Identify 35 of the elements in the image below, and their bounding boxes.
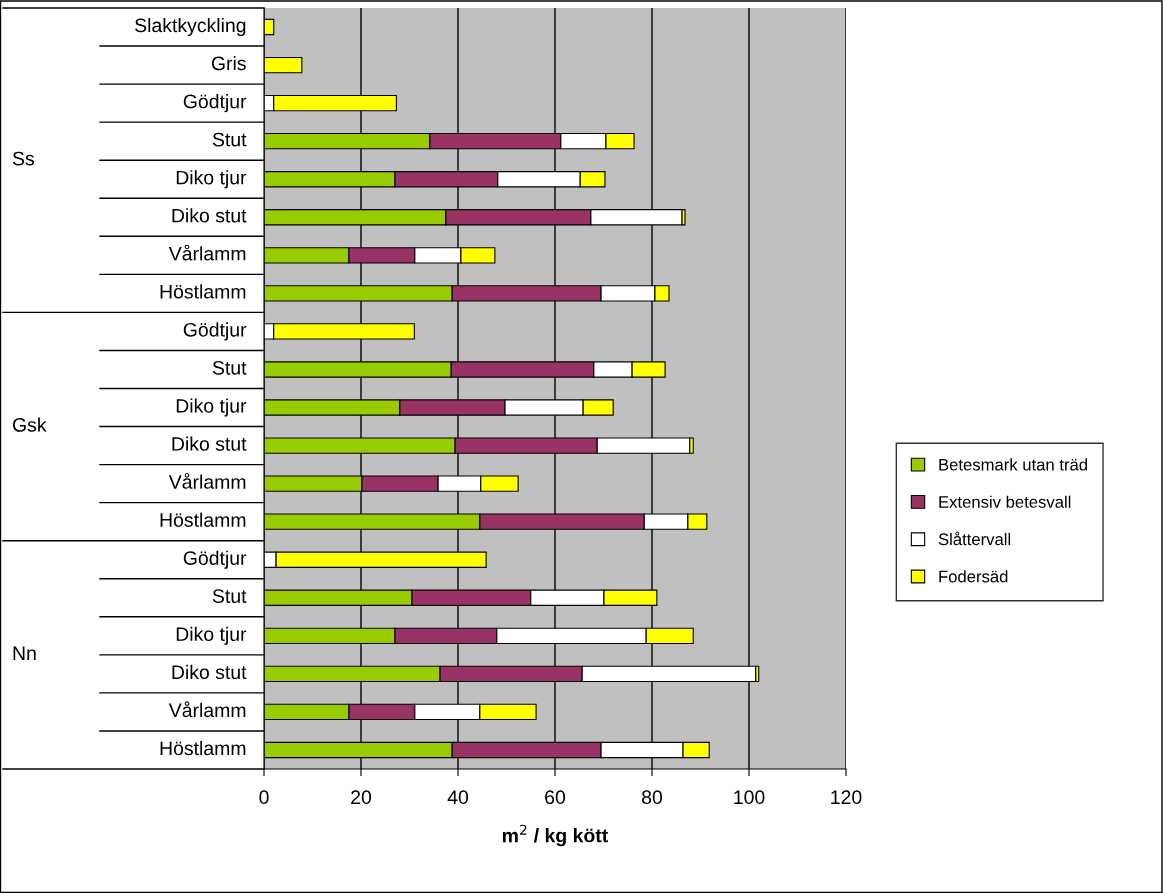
y-tick-label: Stut	[212, 360, 247, 375]
y-tick-label: Diko tjur	[176, 626, 247, 645]
y-tick-label: Höstlamm	[160, 512, 246, 527]
y-tick-label: Diko tjur	[176, 170, 247, 189]
y-tick-label: Stut	[212, 589, 247, 603]
y-tick-label: Slaktkyckling	[135, 17, 246, 37]
x-tick-label: 80	[642, 790, 663, 805]
y-tick-label: Höstlamm	[160, 740, 246, 756]
text: Gsk	[12, 417, 47, 432]
y-tick-label: Höstlamm	[160, 284, 246, 299]
y-tick-label: Vårlamm	[168, 472, 246, 489]
x-tick-label: 20	[351, 790, 372, 805]
y-tick-label: Vårlamm	[168, 701, 246, 718]
y-tick-label: Gödtjur	[183, 94, 247, 113]
y-tick-label: Gödtjur	[183, 550, 247, 569]
x-tick-label: 100	[734, 790, 765, 805]
legend-label: Betesmark utan träd	[939, 458, 1087, 471]
y-tick-label: Diko stut	[172, 436, 247, 451]
y-tick-label: Diko stut	[172, 208, 247, 223]
y-tick-label: Diko stut	[172, 664, 247, 680]
x-tick-label: 0	[259, 790, 269, 805]
y-tick-label: Gödtjur	[183, 322, 247, 341]
x-tick-label: 40	[447, 790, 469, 805]
x-axis-title: m$^{2}$ / kg kött	[502, 824, 608, 847]
y-tick-label: Stut	[212, 132, 247, 147]
legend-label: Slåttervall	[938, 531, 1011, 546]
x-tick-label: 60	[545, 790, 566, 805]
y-tick-label: Diko tjur	[176, 398, 247, 417]
text: Nn	[13, 646, 36, 660]
legend-label: Extensiv betesvall	[939, 495, 1071, 508]
text: Ss	[12, 151, 34, 166]
y-tick-label: Gris	[211, 56, 246, 71]
x-tick-label: 120	[831, 790, 862, 805]
y-tick-label: Vårlamm	[168, 244, 246, 261]
legend-label: Fodersäd	[939, 570, 1008, 583]
